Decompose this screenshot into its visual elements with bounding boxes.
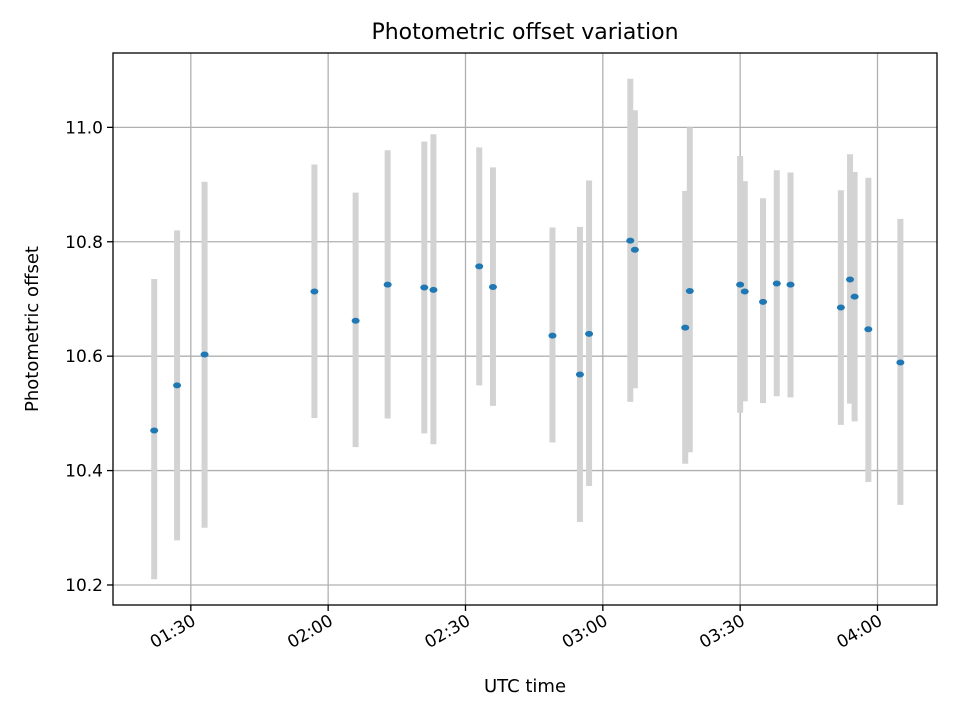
data-point: [685, 287, 694, 294]
data-point: [150, 427, 159, 434]
data-point: [488, 283, 497, 290]
data-point: [864, 326, 873, 333]
data-point: [383, 281, 392, 288]
chart-title: Photometric offset variation: [371, 20, 678, 45]
data-point: [736, 281, 745, 288]
x-axis-label: UTC time: [484, 676, 566, 697]
y-axis-label: Photometric offset: [22, 246, 43, 412]
grid: [113, 53, 937, 605]
data-point: [310, 288, 319, 295]
data-point: [786, 281, 795, 288]
data-point: [850, 293, 859, 300]
plot-frame: [112, 52, 938, 606]
data-point: [772, 280, 781, 287]
data-point: [575, 371, 584, 378]
data-point: [630, 246, 639, 253]
data-point: [420, 284, 429, 291]
y-tick-label: 11.0: [65, 118, 103, 138]
data-point: [896, 359, 905, 366]
data-point: [740, 288, 749, 295]
data-point: [585, 330, 594, 337]
data-point: [836, 304, 845, 311]
y-tick-label: 10.6: [65, 347, 103, 367]
data-point: [759, 298, 768, 305]
data-point: [846, 276, 855, 283]
y-tick-label: 10.2: [65, 576, 103, 596]
data-point: [351, 317, 360, 324]
y-tick-label: 10.8: [65, 233, 103, 253]
data-point: [548, 332, 557, 339]
data-point: [200, 351, 209, 358]
y-axis-ticks: 10.2 10.4 10.6 10.8 11.0: [65, 118, 113, 596]
data-point: [429, 286, 438, 293]
data-points: [150, 237, 905, 434]
y-tick-label: 10.4: [65, 462, 103, 482]
data-point: [681, 324, 690, 331]
data-point: [626, 237, 635, 244]
data-point: [475, 263, 484, 270]
data-point: [173, 382, 182, 389]
